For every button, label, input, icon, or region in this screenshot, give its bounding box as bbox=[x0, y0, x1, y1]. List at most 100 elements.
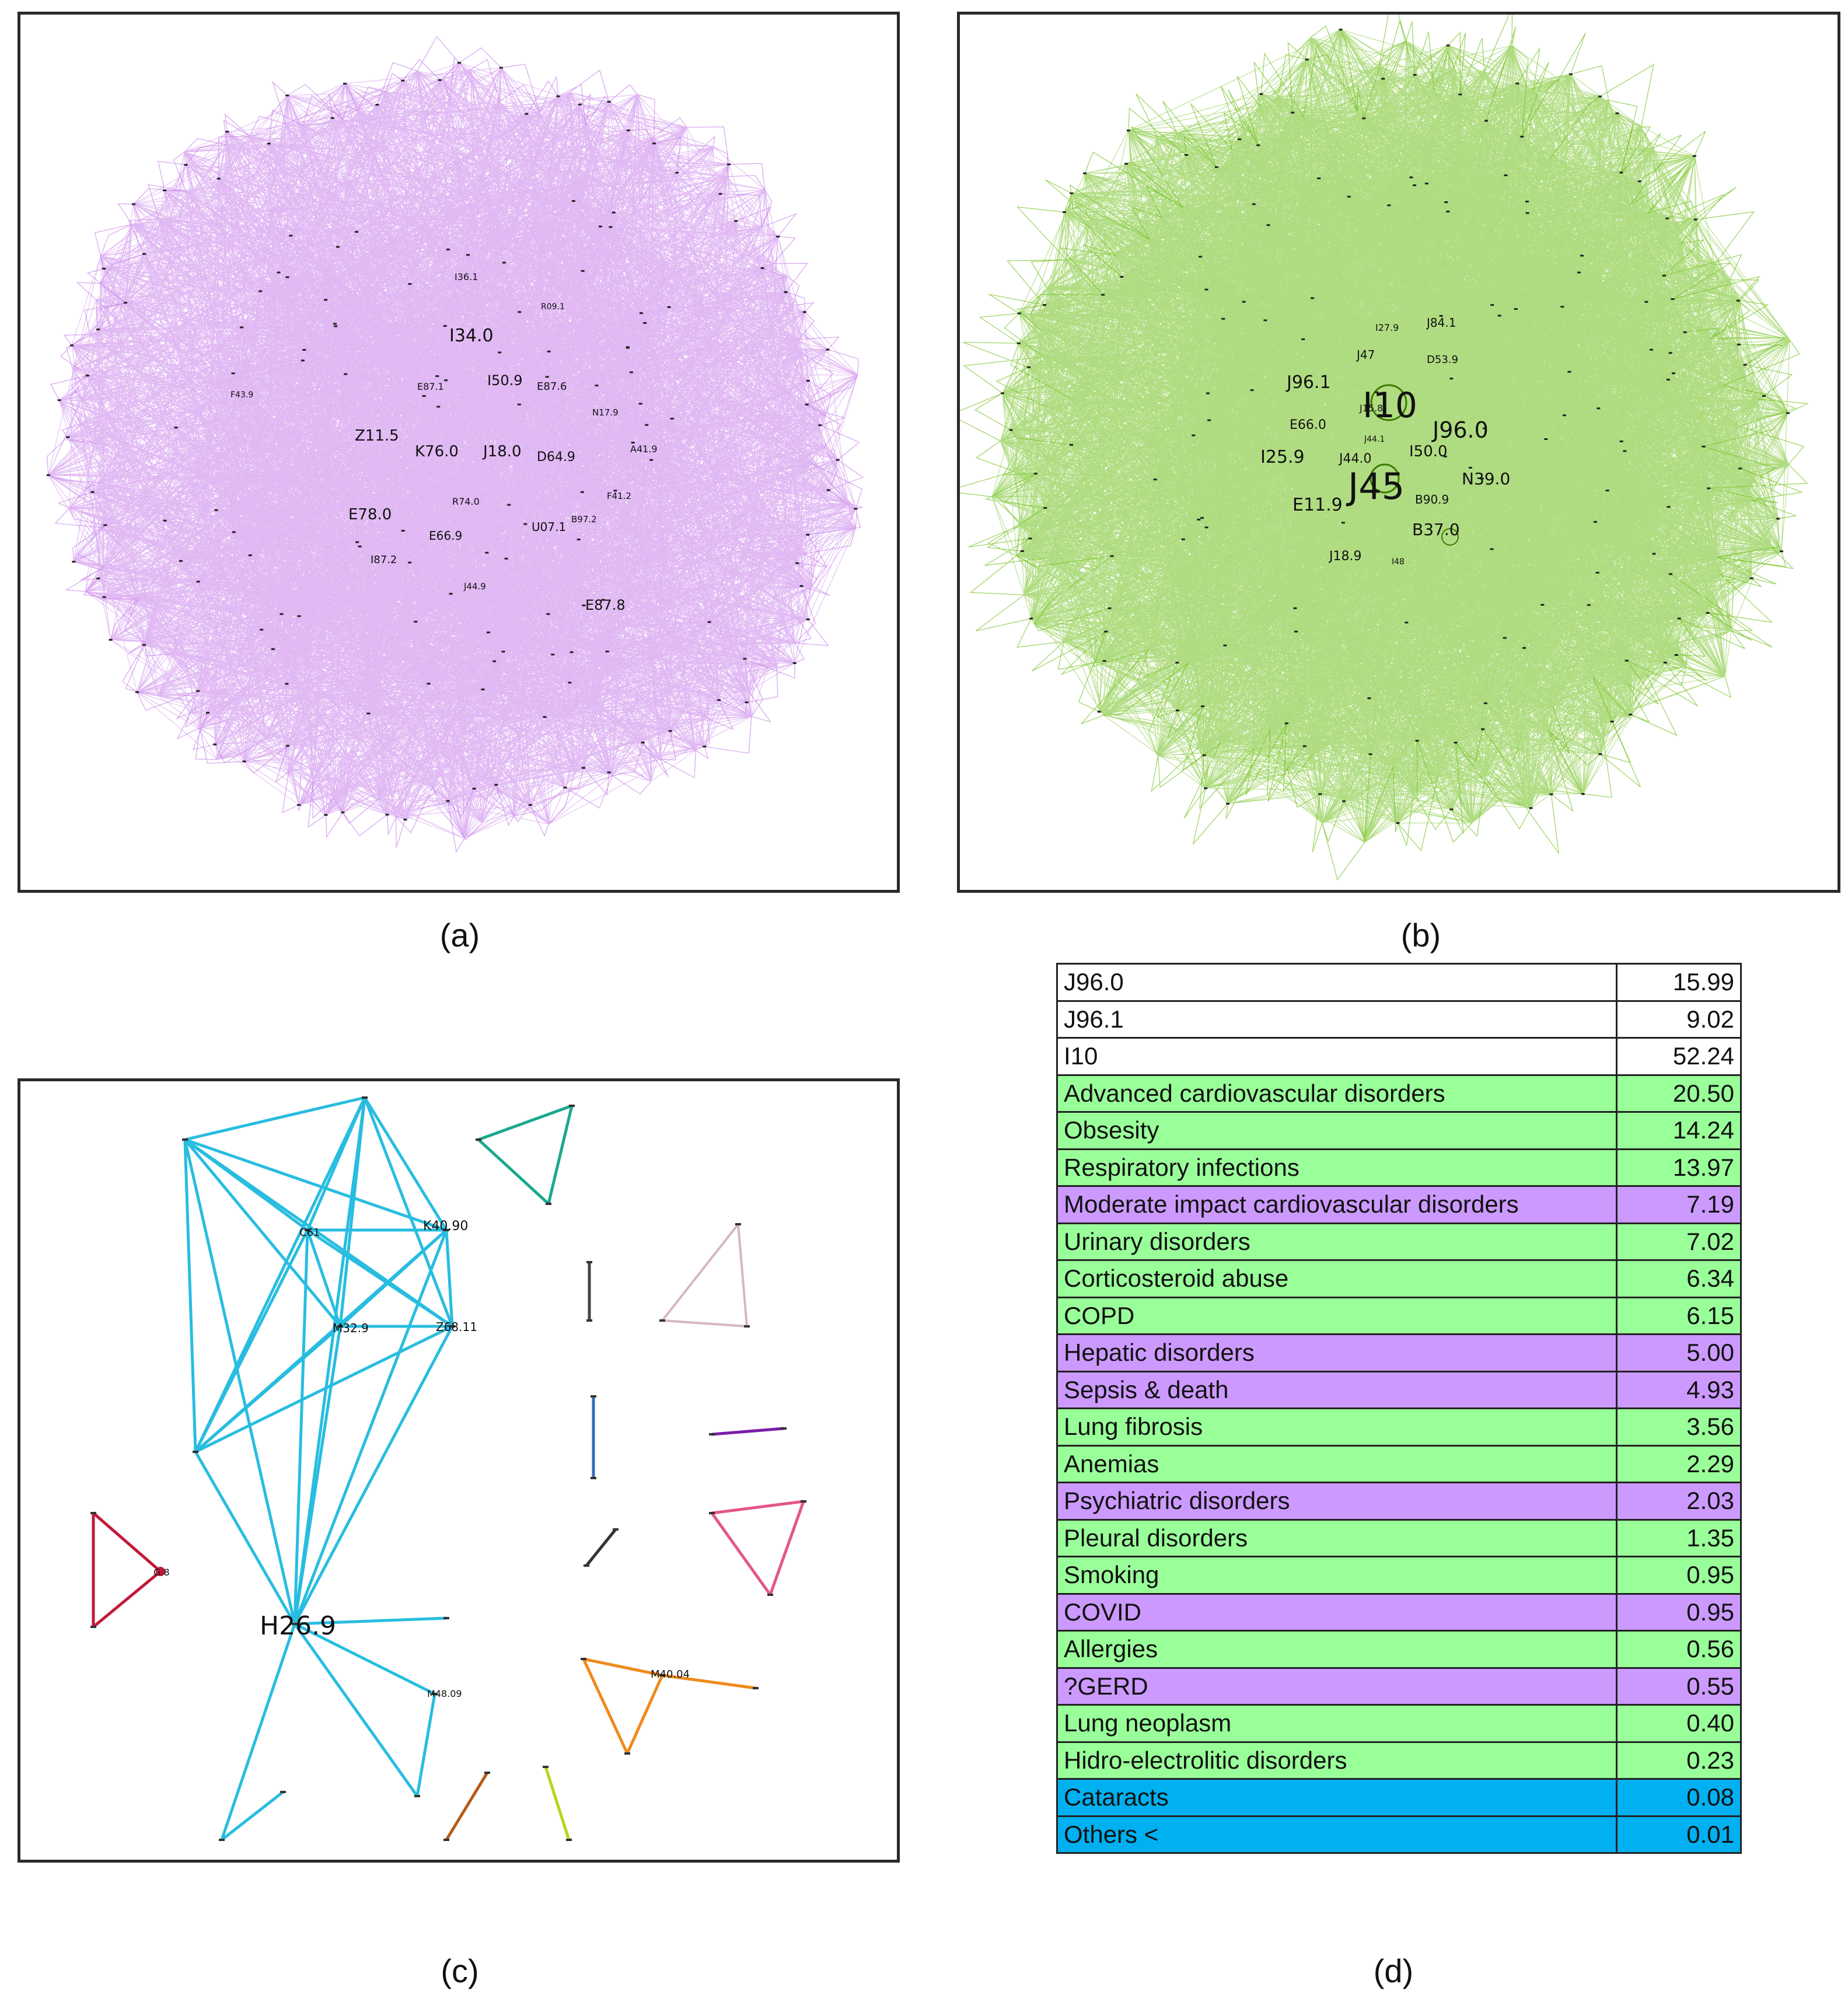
node-dot bbox=[645, 424, 649, 426]
row-value: 4.93 bbox=[1616, 1370, 1742, 1409]
node-dot bbox=[1762, 395, 1766, 397]
node-dot bbox=[1540, 604, 1545, 606]
node-dot bbox=[675, 172, 679, 174]
node-label: B37.0 bbox=[1412, 520, 1460, 539]
node-dot bbox=[1672, 372, 1675, 375]
node-dot bbox=[581, 767, 585, 769]
node-dot bbox=[1341, 522, 1345, 524]
node-dot bbox=[1424, 183, 1428, 184]
node-dot bbox=[1738, 467, 1742, 470]
row-value: 0.95 bbox=[1616, 1592, 1742, 1632]
node-dot bbox=[355, 541, 359, 543]
node-dot bbox=[802, 311, 806, 313]
node-dot bbox=[718, 193, 722, 195]
node-dot bbox=[1667, 506, 1671, 508]
hub-circle bbox=[1441, 528, 1459, 546]
node-dot bbox=[1581, 793, 1585, 795]
row-value: 20.50 bbox=[1616, 1074, 1742, 1113]
table-row: Obsesity 14.24 bbox=[1056, 1111, 1742, 1150]
node-dot bbox=[102, 596, 106, 598]
node-dot bbox=[1291, 111, 1295, 114]
node-dot bbox=[285, 683, 289, 685]
table-row: Anemias 2.29 bbox=[1056, 1444, 1742, 1483]
row-label: Others < bbox=[1056, 1815, 1618, 1854]
node-dot bbox=[525, 113, 529, 115]
node-dot bbox=[1587, 604, 1591, 606]
node-dot bbox=[1446, 211, 1450, 213]
node-dot bbox=[639, 312, 643, 315]
hub-circle bbox=[1370, 384, 1407, 421]
node-label: C61 bbox=[299, 1227, 320, 1239]
node-dot bbox=[1367, 697, 1371, 700]
node-dot bbox=[333, 323, 337, 325]
node-dot bbox=[355, 230, 359, 233]
node-dot bbox=[1449, 808, 1454, 811]
network-panel-a: I36.1 I34.0 R09.1 I50.9 E87.6 E87.1 N17.… bbox=[18, 12, 900, 893]
node-dot bbox=[1302, 745, 1306, 747]
node-dot bbox=[1256, 144, 1260, 146]
node-dot bbox=[504, 557, 508, 560]
network-nodes-c bbox=[90, 1096, 806, 1841]
node-dot bbox=[727, 163, 731, 166]
node-dot bbox=[231, 372, 235, 375]
node-label: J18.0 bbox=[482, 443, 522, 460]
node-dot bbox=[703, 745, 707, 747]
node-dot bbox=[216, 177, 221, 180]
node-dot bbox=[484, 1772, 490, 1774]
node-dot bbox=[744, 1325, 750, 1328]
node-dot bbox=[297, 804, 301, 806]
node-dot bbox=[285, 276, 289, 278]
node-dot bbox=[1043, 507, 1047, 509]
edge-bundle bbox=[960, 15, 1809, 881]
node-label: E66.9 bbox=[429, 529, 462, 543]
node-dot bbox=[449, 593, 453, 595]
node-dot bbox=[507, 504, 511, 506]
node-dot bbox=[734, 220, 738, 222]
node-dot bbox=[443, 1617, 449, 1619]
node-dot bbox=[193, 1451, 198, 1453]
node-dot bbox=[1749, 577, 1753, 579]
node-label: H26.9 bbox=[260, 1611, 336, 1641]
cluster-rose bbox=[661, 1223, 748, 1328]
node-dot bbox=[1192, 434, 1196, 436]
node-dot bbox=[1610, 721, 1614, 722]
node-dot bbox=[1480, 477, 1484, 480]
node-dot bbox=[1577, 271, 1581, 274]
row-label: Advanced cardiovascular disorders bbox=[1056, 1074, 1618, 1113]
node-dot bbox=[502, 261, 506, 264]
row-label: COVID bbox=[1056, 1592, 1618, 1632]
node-dot bbox=[1490, 304, 1494, 306]
node-dot bbox=[1252, 203, 1256, 205]
row-label: Cataracts bbox=[1056, 1778, 1618, 1817]
node-dot bbox=[806, 533, 810, 536]
node-dot bbox=[196, 581, 200, 583]
network-nodes-b bbox=[1001, 29, 1790, 824]
node-dot bbox=[1483, 702, 1487, 704]
node-label: K76.0 bbox=[415, 443, 459, 460]
node-dot bbox=[1016, 342, 1021, 344]
node-dot bbox=[1250, 389, 1254, 392]
row-value: 0.56 bbox=[1616, 1630, 1742, 1669]
node-dot bbox=[1263, 319, 1267, 322]
network-graph-b: J84.1 I27.9 J47 D53.9 J96.1 I10 J15.8 E6… bbox=[960, 15, 1809, 881]
node-dot bbox=[336, 246, 340, 248]
network-panel-c: C61 K40.90 M32.9 Z68.11 H26.9 M48.09 M40… bbox=[18, 1078, 900, 1863]
node-dot bbox=[1185, 154, 1189, 156]
table-row: Lung fibrosis 3.56 bbox=[1056, 1407, 1742, 1447]
node-dot bbox=[457, 62, 461, 64]
node-dot bbox=[776, 235, 780, 237]
node-dot bbox=[626, 129, 630, 131]
group-score-table: J96.0 15.99 J96.1 9.02 I10 52.24 Advanced card… bbox=[1056, 963, 1742, 1854]
node-dot bbox=[1043, 304, 1047, 306]
network-edges-b bbox=[960, 15, 1809, 881]
node-dot bbox=[182, 1138, 188, 1141]
cluster-red bbox=[92, 1512, 162, 1628]
table-row: COPD 6.15 bbox=[1056, 1296, 1742, 1335]
node-label: I87.2 bbox=[371, 554, 397, 566]
node-dot bbox=[1204, 288, 1208, 291]
node-dot bbox=[213, 743, 217, 746]
row-label: COPD bbox=[1056, 1296, 1618, 1335]
node-dot bbox=[1101, 294, 1105, 296]
node-dot bbox=[163, 519, 167, 522]
node-dot bbox=[569, 1105, 575, 1107]
